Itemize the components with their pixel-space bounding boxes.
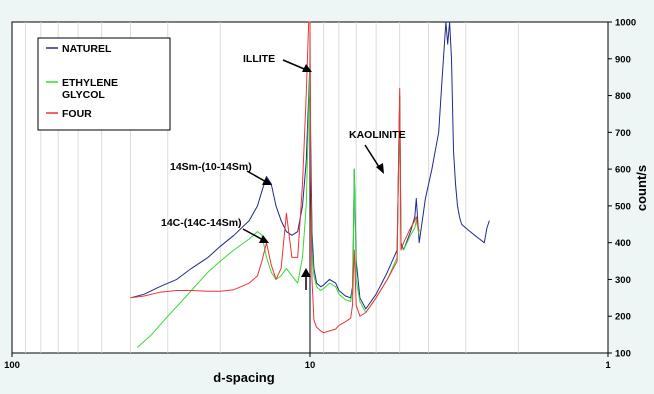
- y-tick-label: 900: [615, 54, 631, 65]
- x-axis-label: d-spacing: [213, 370, 274, 385]
- y-axis-label: count/s: [634, 165, 649, 211]
- legend-box: [37, 37, 171, 131]
- legend-label-naturel: NATUREL: [62, 43, 112, 55]
- y-tick-label: 400: [615, 238, 631, 249]
- legend-label-line: GLYCOL: [62, 89, 105, 101]
- x-tick-label: 100: [4, 360, 20, 371]
- annotation-14sm: 14Sm-(10-14Sm): [170, 161, 252, 173]
- annotation-arrowhead-14c: [259, 235, 269, 243]
- annotation-kaolinite: KAOLINITE: [349, 129, 406, 141]
- legend-label-line: ETHYLENE: [62, 77, 118, 89]
- y-tick-label: 800: [615, 91, 631, 102]
- annotation-14c: 14C-(14C-14Sm): [161, 217, 242, 229]
- y-tick-label: 200: [615, 312, 631, 323]
- series-layer: [130, 21, 490, 348]
- y-tick-label: 300: [615, 275, 631, 286]
- y-tick-label: 100: [615, 349, 631, 360]
- legend-label-ethylene-glycol: ETHYLENE GLYCOL: [62, 77, 118, 101]
- x-tick-label: 10: [305, 360, 316, 371]
- x-tick-label: 1: [605, 360, 611, 371]
- legend-label-four: FOUR: [62, 108, 92, 120]
- annotation-arrowhead-up: [301, 268, 311, 277]
- x-axis-ticks: 100 10 1: [4, 353, 611, 371]
- series-line-four: [130, 21, 420, 334]
- annotation-arrowhead-kaolinite: [376, 163, 384, 174]
- y-tick-label: 1000: [615, 18, 636, 29]
- annotation-arrowhead-14sm: [262, 177, 272, 185]
- annotation-illite: ILLITE: [243, 53, 275, 65]
- annotation-arrowhead-illite: [302, 64, 312, 72]
- y-tick-label: 500: [615, 201, 631, 212]
- y-tick-label: 700: [615, 128, 631, 139]
- y-tick-label: 600: [615, 165, 631, 176]
- y-axis-ticks: 100 200 300 400 500 600 700 800 900 1000: [608, 18, 636, 360]
- annotations: ILLITE KAOLINITE 14Sm-(10-14Sm) 14C-(14C…: [161, 53, 406, 290]
- legend: NATUREL ETHYLENE GLYCOL FOUR: [37, 37, 171, 131]
